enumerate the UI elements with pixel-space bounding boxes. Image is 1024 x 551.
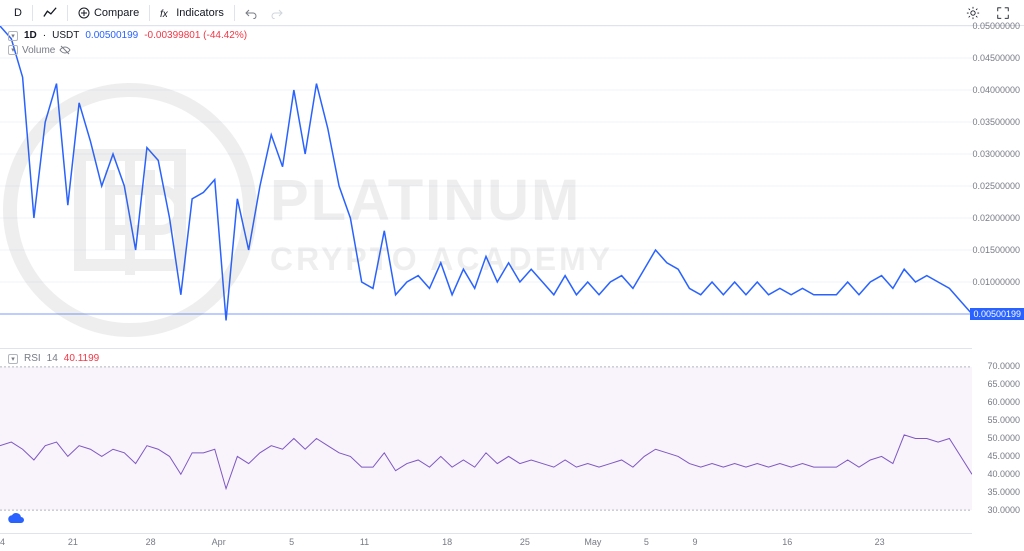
- price-ytick: 0.02500000: [972, 181, 1020, 191]
- cloud-save-icon[interactable]: [6, 512, 24, 531]
- price-ytick: 0.01500000: [972, 245, 1020, 255]
- indicators-label: Indicators: [176, 7, 224, 19]
- chart-toolbar: D Compare fx Indicators: [0, 0, 1024, 26]
- fullscreen-icon: [996, 6, 1010, 20]
- toolbar-separator: [234, 5, 235, 21]
- rsi-ytick: 60.0000: [987, 397, 1020, 407]
- toolbar-separator: [32, 5, 33, 21]
- rsi-pane[interactable]: ▾ RSI 14 40.1199: [0, 348, 972, 528]
- x-tick: 5: [289, 537, 294, 547]
- x-tick: May: [584, 537, 601, 547]
- x-tick: 23: [875, 537, 885, 547]
- volume-title: Volume: [22, 45, 55, 56]
- x-tick: 9: [692, 537, 697, 547]
- interval-selector[interactable]: D: [8, 2, 28, 24]
- interval-label: D: [14, 7, 22, 19]
- price-legend: ▾ 1D · USDT 0.00500199 -0.00399801 (-44.…: [8, 30, 247, 41]
- legend-collapse[interactable]: ▾: [8, 31, 18, 41]
- rsi-ytick: 40.0000: [987, 469, 1020, 479]
- indicators-button[interactable]: fx Indicators: [154, 2, 230, 24]
- price-ytick: 0.04500000: [972, 53, 1020, 63]
- price-ytick: 0.02000000: [972, 213, 1020, 223]
- legend-symbol: USDT: [52, 30, 79, 41]
- line-chart-icon: [43, 6, 57, 20]
- rsi-ytick: 30.0000: [987, 505, 1020, 515]
- rsi-collapse[interactable]: ▾: [8, 354, 18, 364]
- svg-text:fx: fx: [160, 9, 169, 19]
- rsi-ytick: 50.0000: [987, 433, 1020, 443]
- price-ytick: 0.03000000: [972, 149, 1020, 159]
- x-tick: 11: [360, 537, 369, 547]
- chart-style-button[interactable]: [37, 2, 63, 24]
- price-pane[interactable]: [0, 26, 972, 346]
- plus-circle-icon: [78, 7, 90, 19]
- eye-off-icon[interactable]: [59, 44, 71, 56]
- redo-icon: [271, 7, 283, 19]
- redo-button[interactable]: [265, 2, 289, 24]
- fx-icon: fx: [160, 7, 172, 19]
- legend-value: 0.00500199: [85, 30, 138, 41]
- price-ytick: 0.03500000: [972, 117, 1020, 127]
- rsi-ytick: 65.0000: [987, 379, 1020, 389]
- legend-change-pct: (-44.42%): [203, 30, 247, 41]
- volume-collapse[interactable]: ▾: [8, 45, 18, 55]
- price-ytick: 0.01000000: [972, 277, 1020, 287]
- x-tick: 16: [782, 537, 792, 547]
- compare-label: Compare: [94, 7, 139, 19]
- undo-button[interactable]: [239, 2, 263, 24]
- legend-change-abs: -0.00399801: [144, 30, 200, 41]
- x-tick: 28: [146, 537, 156, 547]
- gear-icon: [966, 6, 980, 20]
- price-ytick: 0.04000000: [972, 85, 1020, 95]
- rsi-value: 40.1199: [64, 353, 99, 364]
- rsi-ytick: 45.0000: [987, 451, 1020, 461]
- rsi-title: RSI: [24, 353, 41, 364]
- compare-button[interactable]: Compare: [72, 2, 145, 24]
- rsi-ytick: 35.0000: [987, 487, 1020, 497]
- rsi-ytick: 70.0000: [987, 361, 1020, 371]
- price-ytick: 0.05000000: [972, 21, 1020, 31]
- x-tick: 25: [520, 537, 530, 547]
- x-tick: Apr: [212, 537, 226, 547]
- rsi-length: 14: [47, 353, 58, 364]
- rsi-legend: ▾ RSI 14 40.1199: [8, 353, 99, 364]
- toolbar-separator: [67, 5, 68, 21]
- rsi-ytick: 55.0000: [987, 415, 1020, 425]
- x-axis[interactable]: 14 21 28 Apr 5 11 18 25 May 5 9 16 23: [0, 533, 972, 551]
- x-tick: 21: [68, 537, 78, 547]
- x-tick: 5: [644, 537, 649, 547]
- undo-icon: [245, 7, 257, 19]
- volume-legend: ▾ Volume: [8, 44, 71, 56]
- legend-timeframe: 1D: [24, 30, 37, 41]
- last-price-tag: 0.00500199: [970, 308, 1024, 320]
- x-tick: 18: [442, 537, 452, 547]
- y-axis[interactable]: 0.005000000.010000000.015000000.02000000…: [972, 26, 1024, 533]
- toolbar-separator: [149, 5, 150, 21]
- x-tick: 14: [0, 537, 5, 547]
